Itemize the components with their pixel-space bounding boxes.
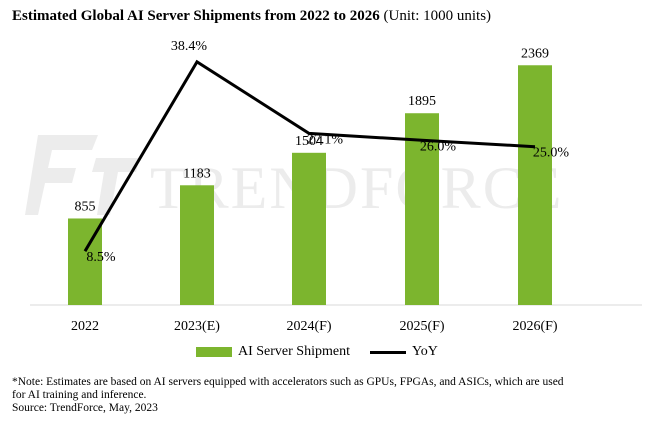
watermark-logo: TRENDFORCE <box>25 135 563 221</box>
bar-value-label: 1504 <box>295 134 323 149</box>
chart-area: TRENDFORCE 855 1183 1504 1895 2369 2022 2023(… <box>25 39 642 334</box>
bar-2023(E) <box>180 185 214 305</box>
footnote-source: Source: TrendForce, May, 2023 <box>12 402 158 414</box>
yoy-value-label: 27.1% <box>307 132 344 147</box>
legend: AI Server Shipment YoY <box>196 344 438 360</box>
legend-bar-swatch <box>196 347 232 357</box>
x-tick-label: 2026(F) <box>512 319 557 334</box>
bar-value-label: 2369 <box>521 46 549 61</box>
bar-2025(F) <box>405 113 439 305</box>
chart-title-main: Estimated Global AI Server Shipments fro… <box>12 8 380 24</box>
yoy-value-label: 25.0% <box>533 146 570 161</box>
bar-value-label: 855 <box>75 199 96 214</box>
bar-2026(F) <box>518 65 552 305</box>
yoy-value-label: 38.4% <box>171 39 208 54</box>
x-tick-label: 2024(F) <box>286 319 331 334</box>
watermark-text: TRENDFORCE <box>150 155 563 221</box>
yoy-series-line <box>83 59 536 252</box>
yoy-value-label: 8.5% <box>86 250 116 265</box>
yoy-value-label: 26.0% <box>420 139 457 154</box>
footnote: *Note: Estimates are based on AI servers… <box>12 376 662 415</box>
footnote-line-1: *Note: Estimates are based on AI servers… <box>12 376 564 388</box>
bar-value-label: 1895 <box>408 94 436 109</box>
legend-line-swatch <box>369 350 406 354</box>
footnote-line-2: for AI training and inference. <box>12 389 147 401</box>
x-tick-label: 2025(F) <box>399 319 444 334</box>
bar-value-label: 1183 <box>183 166 210 181</box>
x-tick-label: 2022 <box>71 319 99 334</box>
bar-2024(F) <box>292 152 326 305</box>
chart-title: Estimated Global AI Server Shipments fro… <box>12 8 491 25</box>
legend-bar-label: AI Server Shipment <box>238 344 350 359</box>
chart-title-unit: (Unit: 1000 units) <box>383 8 492 24</box>
x-tick-label: 2023(E) <box>174 319 220 334</box>
legend-line-label: YoY <box>411 344 438 359</box>
